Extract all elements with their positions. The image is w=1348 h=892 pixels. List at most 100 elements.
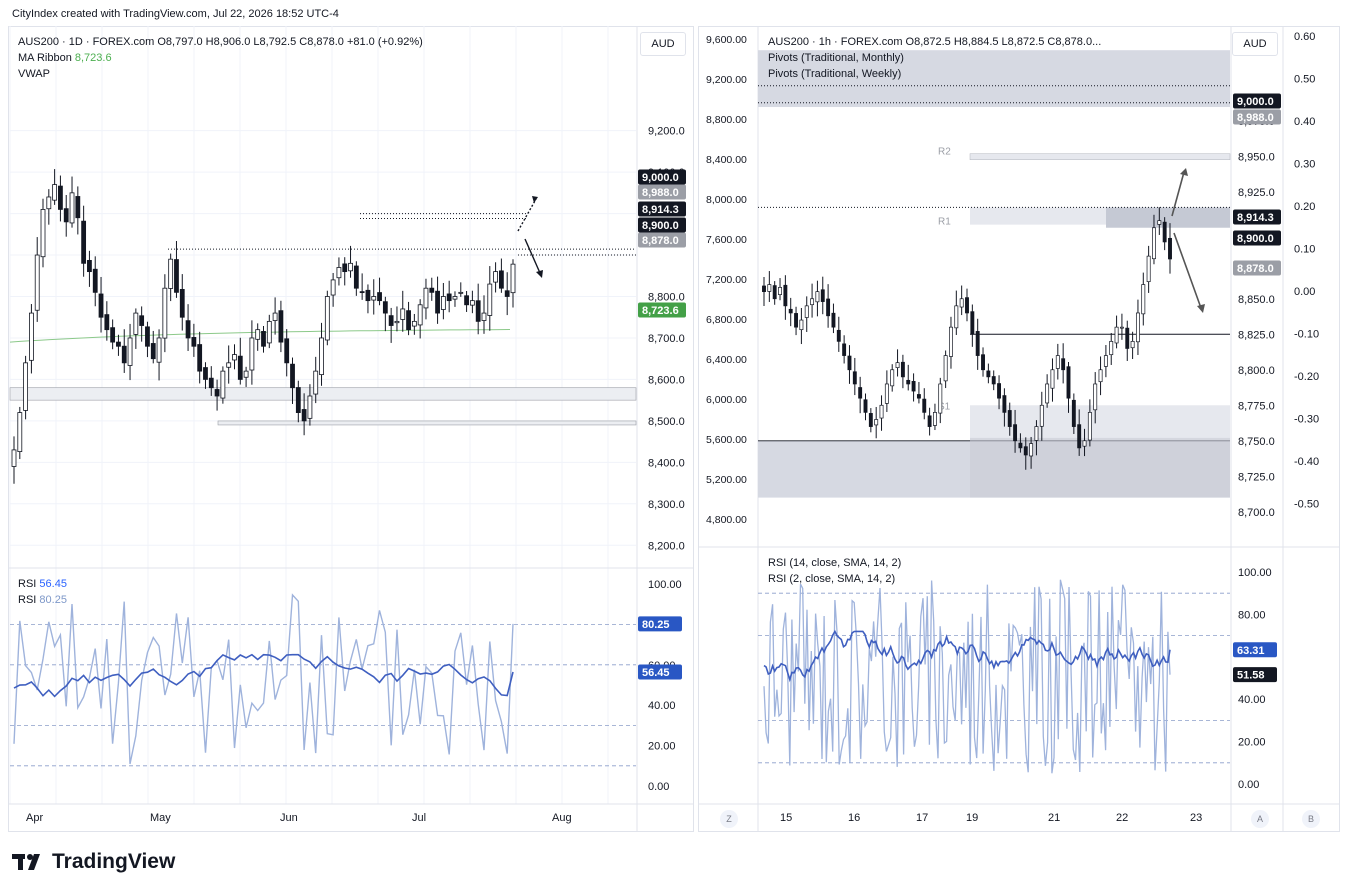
candle-body — [243, 370, 249, 378]
right-scale-tick: -0.20 — [1294, 371, 1319, 383]
candle-body — [1109, 341, 1114, 356]
candle-body — [1098, 369, 1103, 383]
price-tick: 8,825.0 — [1238, 329, 1275, 341]
candle-body — [34, 254, 40, 311]
svg-text:51.58: 51.58 — [1237, 670, 1265, 682]
candle-body — [342, 263, 348, 273]
left-scale-tick: 7,600.00 — [706, 234, 747, 246]
candle-body — [475, 300, 481, 322]
candle-body — [382, 301, 388, 314]
right-rsi-legend: RSI (14, close, SMA, 14, 2) RSI (2, clos… — [768, 555, 901, 587]
candle-body — [868, 413, 873, 427]
time-tick: 19 — [966, 812, 978, 824]
candle-body — [336, 267, 342, 279]
left-scale-tick: 8,000.00 — [706, 194, 747, 206]
candle-body — [1103, 355, 1108, 367]
price-badge-8,988.0: 8,988.0 — [1233, 109, 1281, 125]
left-scale-tick: 6,000.00 — [706, 394, 747, 406]
time-tick: Aug — [552, 812, 572, 824]
scale-b-button[interactable]: B — [1302, 810, 1320, 828]
right-scale-tick: 0.50 — [1294, 74, 1315, 86]
candle-body — [783, 284, 788, 307]
price-tick: 8,600.0 — [648, 374, 685, 386]
dotted-up-arrow-head — [532, 196, 538, 203]
candle-body — [1114, 326, 1119, 344]
candle-body — [98, 293, 104, 318]
candle-body — [943, 355, 948, 382]
candle-body — [1135, 312, 1140, 343]
candle-body — [150, 343, 156, 360]
candle-body — [232, 354, 237, 361]
candle-body — [1039, 404, 1044, 427]
candle-body — [319, 337, 324, 376]
candle-body — [1002, 395, 1007, 413]
price-badge-8,723.6: 8,723.6 — [638, 302, 686, 318]
pivots-weekly-label: Pivots (Traditional, Weekly) — [768, 68, 902, 80]
candle-body — [778, 287, 782, 295]
left-daily-chart[interactable]: 9,200.09,100.08,800.08,700.08,600.08,500… — [8, 26, 694, 832]
candle-body — [986, 370, 991, 378]
candle-body — [69, 192, 75, 224]
candle-body — [938, 383, 943, 414]
candle-body — [1119, 326, 1124, 329]
tradingview-logo[interactable]: TradingView — [12, 850, 175, 874]
support-zone — [9, 387, 637, 401]
price-badge-8,914.3: 8,914.3 — [638, 201, 686, 217]
candle-body — [179, 289, 185, 318]
right-scale-tick: -0.40 — [1294, 456, 1319, 468]
candle-body — [826, 298, 831, 317]
candle-body — [762, 285, 766, 293]
svg-text:8,914.3: 8,914.3 — [1237, 212, 1274, 224]
left-legend: AUS200 · 1D · FOREX.com O8,797.0 H8,906.… — [18, 34, 423, 82]
candle-body — [493, 271, 498, 283]
left-chart-pane[interactable] — [8, 26, 694, 832]
candle-body — [498, 270, 504, 289]
auto-scale-button[interactable]: A — [1251, 810, 1269, 828]
candle-body — [237, 355, 243, 380]
candle-body — [981, 354, 985, 371]
candle-body — [1168, 237, 1172, 260]
candle-body — [1152, 227, 1156, 260]
left-currency-button[interactable]: AUD — [640, 32, 686, 56]
candle-body — [185, 320, 191, 339]
candle-body — [208, 377, 214, 389]
candle-body — [1130, 341, 1135, 349]
candle-body — [313, 370, 319, 395]
timezone-button[interactable]: Z — [720, 810, 738, 828]
candle-body — [1023, 446, 1028, 456]
svg-text:8,900.0: 8,900.0 — [1237, 233, 1274, 245]
candle-body — [307, 395, 313, 419]
candle-body — [75, 196, 81, 219]
candle-body — [452, 296, 458, 300]
candle-body — [804, 305, 809, 318]
right-hourly-chart[interactable]: R2 R1 S1 9,600.00 9,200.00 8,800.00 8,400.00 8,… — [698, 26, 1340, 832]
candle-body — [852, 371, 857, 385]
rsi-label-2: RSI — [18, 594, 37, 606]
right-currency-button[interactable]: AUD — [1232, 32, 1278, 56]
candle-body — [17, 412, 23, 452]
candle-body — [831, 312, 836, 328]
candle-body — [487, 283, 493, 316]
candle-body — [278, 310, 284, 343]
time-tick: Jul — [412, 812, 426, 824]
candle-body — [63, 208, 69, 223]
right-chart-pane[interactable] — [698, 26, 1340, 832]
candle-body — [991, 376, 996, 385]
price-tick: 8,700.0 — [648, 333, 685, 345]
time-tick: 22 — [1116, 812, 1128, 824]
candle-body — [772, 285, 777, 300]
candle-body — [1050, 369, 1055, 389]
candle-body — [1045, 383, 1050, 404]
price-badge-8,914.3: 8,914.3 — [1233, 209, 1281, 225]
rsi-2-label: RSI (2, close, SMA, 14, 2) — [768, 573, 896, 585]
rsi-tick: 80.00 — [1238, 609, 1266, 621]
right-scale-tick: -0.50 — [1294, 499, 1319, 511]
svg-text:8,723.6: 8,723.6 — [642, 305, 679, 317]
candle-body — [965, 297, 969, 314]
candle-body — [458, 291, 464, 294]
candle-body — [255, 329, 261, 340]
candle-body — [1087, 412, 1092, 441]
candle-body — [127, 337, 133, 366]
svg-text:8,914.3: 8,914.3 — [642, 204, 679, 216]
price-tick: 8,925.0 — [1238, 187, 1275, 199]
